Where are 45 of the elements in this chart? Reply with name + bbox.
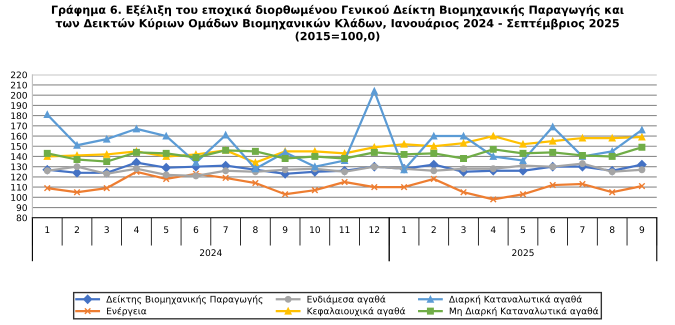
y-tick-label: 120 bbox=[11, 174, 27, 180]
x-tick-label: 3 bbox=[104, 226, 109, 234]
chart-title: Γράφημα 6. Εξέλιξη του εποχικά διορθωμένου Γενικού Δείκτη Βιομηχανικής Παραγωγής και των Δεικτών Κύριων Ομάδων Βιομηχανικών Κλάδων, Ιανουάριος 2024 - Σεπτέμβριος 2025 (2015=100,0) bbox=[52, 4, 624, 42]
x-tick-label: 11 bbox=[340, 226, 350, 233]
x-tick-label: 1 bbox=[402, 226, 406, 233]
x-tick-label: 5 bbox=[520, 226, 526, 234]
y-tick-label: 130 bbox=[11, 163, 27, 170]
legend-label: Ενέργεια bbox=[107, 307, 146, 316]
x-tick-label: 9 bbox=[640, 226, 644, 234]
x-tick-label: 10 bbox=[310, 226, 320, 234]
x-tick-label: 8 bbox=[610, 226, 614, 234]
x-tick-label: 7 bbox=[580, 226, 585, 233]
x-tick-label: 4 bbox=[490, 226, 496, 233]
y-tick-label: 80 bbox=[16, 214, 27, 222]
y-tick-label: 160 bbox=[11, 132, 27, 140]
y-tick-label: 140 bbox=[11, 153, 27, 160]
text: 2024 bbox=[200, 249, 222, 256]
y-tick-label: 90 bbox=[16, 204, 27, 212]
x-tick-label: 4 bbox=[134, 226, 139, 233]
y-tick-label: 150 bbox=[11, 142, 27, 150]
y-tick-label: 200 bbox=[10, 92, 27, 99]
legend-label: Κεφαλαιουχικά αγαθά bbox=[308, 307, 406, 316]
legend-label: Ενδιάμεσα αγαθά bbox=[308, 295, 386, 304]
x-tick-label: 6 bbox=[194, 226, 198, 234]
x-tick-label: 3 bbox=[461, 226, 466, 234]
x-tick-label: 2 bbox=[432, 226, 436, 233]
x-tick-label: 6 bbox=[550, 226, 556, 234]
x-tick-label: 12 bbox=[370, 226, 380, 233]
y-tick-label: 170 bbox=[11, 122, 27, 130]
legend-label: Δείκτης Βιομηχανικής Παραγωγής bbox=[106, 295, 262, 304]
legend-label: Μη Διαρκή Καταναλωτικά αγαθά bbox=[450, 307, 598, 316]
x-tick-label: 1 bbox=[45, 226, 50, 233]
y-tick-label: 190 bbox=[11, 102, 27, 109]
x-tick-label: 5 bbox=[164, 226, 168, 234]
x-tick-label: 9 bbox=[282, 226, 288, 234]
y-tick-label: 110 bbox=[11, 184, 27, 191]
text: 2025 bbox=[512, 249, 534, 256]
x-tick-label: 7 bbox=[224, 226, 228, 233]
y-tick-label: 210 bbox=[10, 82, 27, 89]
x-tick-label: 8 bbox=[253, 226, 258, 234]
legend-label: Διαρκή Καταναλωτικά αγαθά bbox=[448, 295, 582, 304]
x-tick-label: 2 bbox=[74, 226, 79, 233]
y-tick-label: 220 bbox=[10, 71, 27, 78]
y-tick-label: 180 bbox=[11, 112, 27, 120]
y-tick-label: 100 bbox=[11, 194, 27, 201]
